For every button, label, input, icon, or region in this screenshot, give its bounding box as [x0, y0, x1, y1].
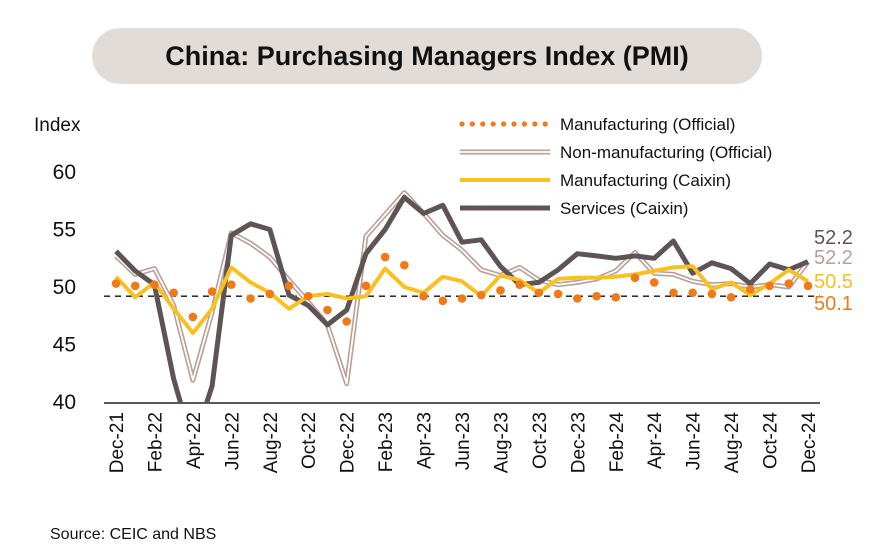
x-tick-label: Feb-24	[607, 412, 628, 473]
legend-label: Services (Caixin)	[560, 199, 688, 218]
x-tick-label: Jun-22	[222, 412, 243, 470]
x-tick-label: Dec-24	[799, 412, 820, 474]
manufacturing-official-point	[227, 280, 236, 290]
x-tick-label: Feb-23	[376, 412, 397, 472]
manufacturing-official-point	[534, 288, 544, 298]
legend-swatch-dot	[490, 121, 496, 127]
y-tick-label: 60	[53, 161, 76, 184]
manufacturing-official-point	[649, 278, 659, 287]
legend-item: Manufacturing (Official)	[459, 115, 735, 134]
legend-swatch-dot	[501, 121, 507, 127]
legend-swatch-dot	[459, 121, 465, 127]
legend-swatch-dot	[469, 121, 475, 127]
manufacturing-official-point	[592, 291, 601, 301]
manufacturing-official-point	[111, 279, 121, 288]
legend-swatch-dot	[532, 121, 538, 127]
legend-label: Manufacturing (Official)	[560, 115, 735, 134]
x-tick-label: Aug-22	[261, 412, 282, 473]
legend-label: Non-manufacturing (Official)	[560, 143, 772, 162]
legend-label: Manufacturing (Caixin)	[560, 171, 731, 190]
chart-title: China: Purchasing Managers Index (PMI)	[92, 28, 762, 84]
manufacturing-official-point	[265, 289, 275, 299]
y-tick-label: 40	[53, 391, 76, 414]
legend-swatch-dot	[542, 121, 548, 127]
manufacturing-official-point	[169, 288, 178, 298]
manufacturing-official-point	[765, 281, 774, 291]
y-tick-label: 50	[53, 276, 76, 299]
legend-swatch-dot	[511, 121, 517, 127]
series-2	[114, 264, 810, 335]
manufacturing-official-point	[207, 287, 217, 296]
manufacturing-official-point	[726, 293, 736, 302]
manufacturing-official-point	[707, 289, 717, 299]
x-tick-label: Jun-23	[453, 412, 474, 470]
manufacturing-official-point	[803, 281, 813, 291]
manufacturing-official-point	[323, 305, 332, 315]
x-tick-label: Apr-23	[415, 412, 436, 469]
legend-swatch-dot	[480, 121, 486, 127]
x-tick-label: Jun-24	[684, 412, 705, 471]
manufacturing-official-point	[188, 312, 198, 322]
manufacturing-official-point	[438, 296, 448, 306]
manufacturing-official-point	[246, 294, 255, 303]
manufacturing-official-point	[784, 279, 794, 288]
x-tick-label: Apr-22	[184, 412, 205, 469]
manufacturing-official-point	[573, 294, 582, 303]
x-tick-label: Feb-22	[145, 412, 166, 472]
series-3	[114, 194, 809, 404]
x-tick-label: Aug-23	[491, 412, 512, 473]
manufacturing-official-point	[361, 281, 371, 291]
services-caixin-line	[114, 194, 809, 404]
manufacturing-official-point	[515, 280, 524, 290]
manufacturing-official-point	[284, 281, 294, 291]
x-tick-label: Aug-24	[722, 412, 743, 474]
manufacturing-official-point	[400, 260, 409, 270]
manufacturing-official-point	[669, 288, 678, 298]
manufacturing-official-point	[457, 294, 467, 303]
manufacturing-official-point	[130, 281, 140, 291]
manufacturing-official-point	[476, 290, 486, 300]
y-tick-label: 55	[53, 219, 76, 242]
x-tick-label: Dec-23	[568, 412, 589, 473]
series-0	[111, 252, 813, 326]
y-tick-label: 45	[53, 334, 76, 357]
manufacturing-official-point	[380, 252, 390, 262]
x-tick-label: Oct-22	[299, 412, 320, 469]
manufacturing-official-point	[342, 317, 351, 326]
manufacturing-official-point	[746, 285, 755, 294]
legend-item: Non-manufacturing (Official)	[460, 143, 772, 162]
end-value-label: 52.2	[814, 227, 853, 249]
manufacturing-official-point	[611, 293, 621, 302]
x-tick-label: Dec-21	[107, 412, 128, 473]
source-note: Source: CEIC and NBS	[50, 526, 217, 543]
end-value-label: 50.1	[814, 293, 853, 315]
x-tick-label: Apr-24	[645, 412, 666, 469]
manufacturing-official-point	[496, 286, 505, 295]
end-value-label: 52.2	[814, 247, 853, 269]
legend-item: Services (Caixin)	[460, 199, 688, 218]
x-tick-label: Oct-24	[761, 412, 782, 469]
x-tick-label: Oct-23	[530, 412, 551, 469]
y-axis-label: Index	[34, 115, 81, 136]
manufacturing-official-point	[150, 280, 159, 290]
manufacturing-official-point	[303, 291, 313, 301]
manufacturing-official-point	[630, 273, 640, 283]
legend-swatch-dot	[521, 121, 528, 127]
end-value-label: 50.5	[814, 271, 853, 293]
manufacturing-official-point	[688, 288, 697, 298]
manufacturing-official-point	[553, 289, 563, 299]
x-tick-label: Dec-22	[338, 412, 359, 473]
legend-item: Manufacturing (Caixin)	[460, 171, 731, 190]
manufacturing-official-point	[419, 291, 428, 301]
manufacturing-caixin-line	[114, 264, 810, 335]
